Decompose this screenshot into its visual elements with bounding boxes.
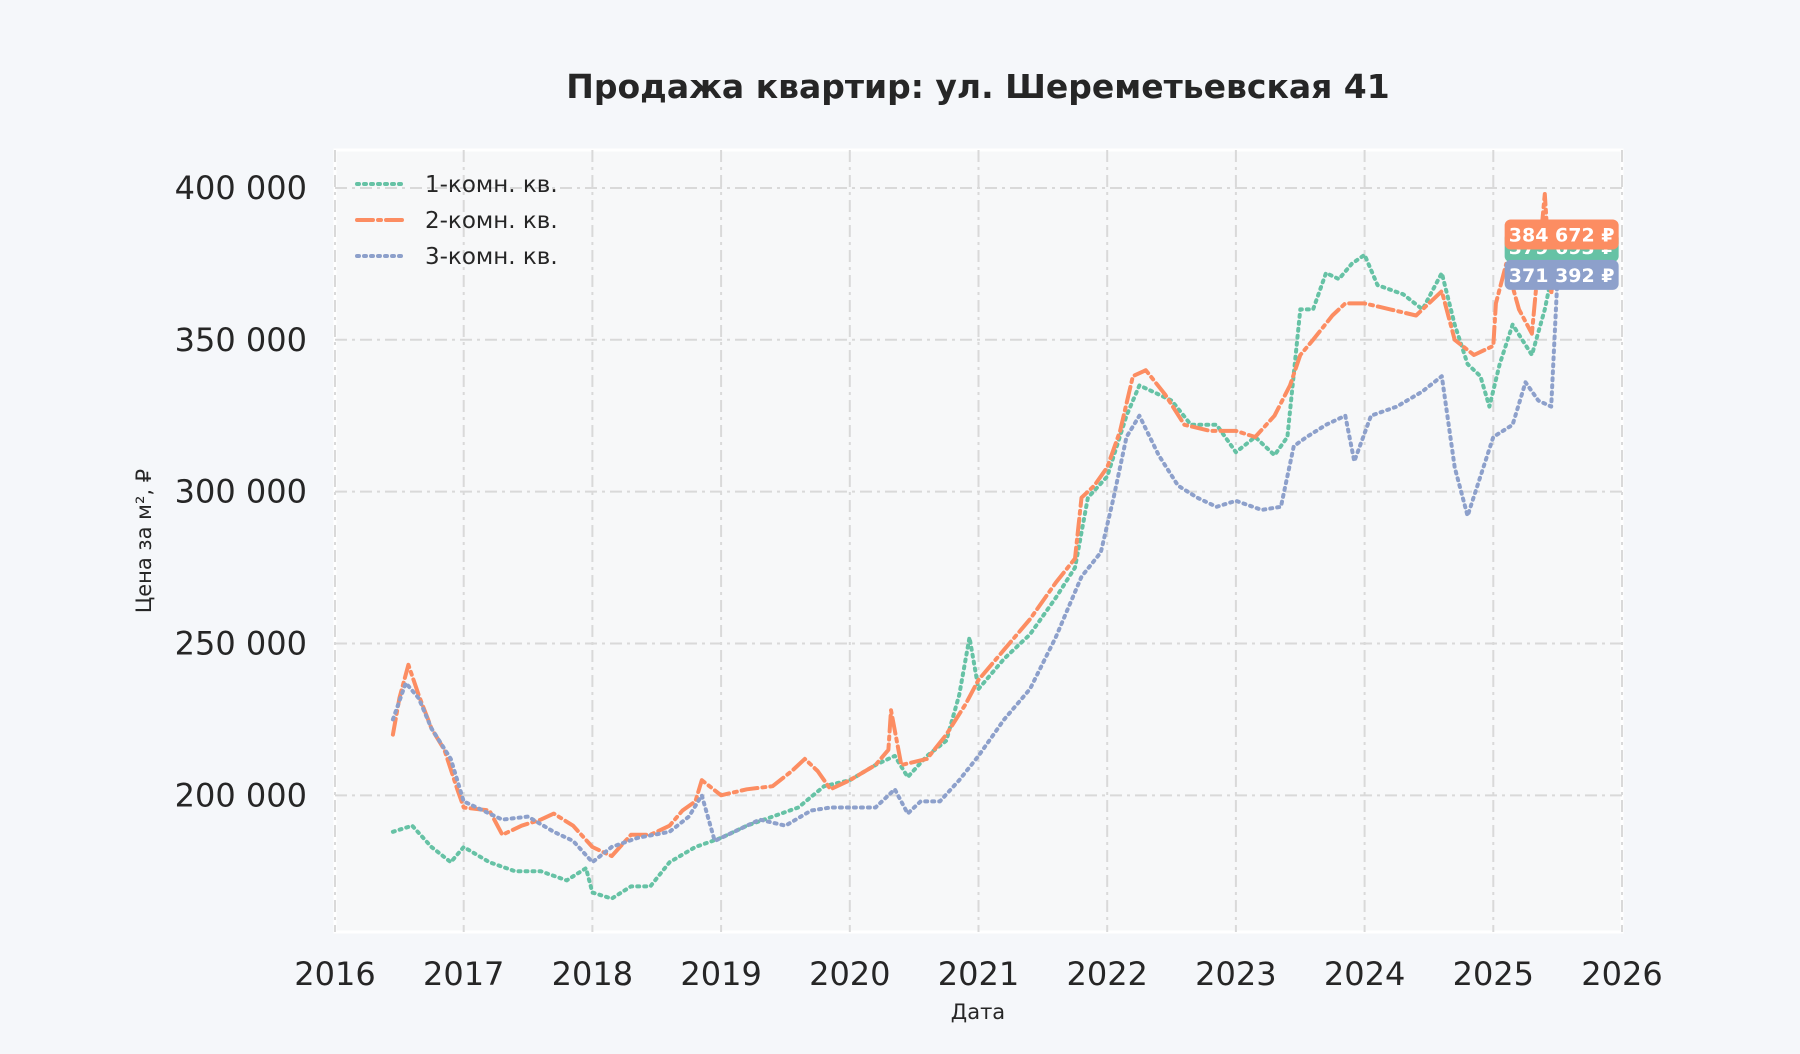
- series-line-3: [390, 272, 1560, 865]
- x-tick-label: 2022: [1066, 955, 1147, 993]
- chart-title: Продажа квартир: ул. Шереметьевская 41: [566, 67, 1389, 106]
- x-tick-label: 2019: [680, 955, 761, 993]
- x-tick-label: 2023: [1195, 955, 1276, 993]
- end-label-3: 371 392 ₽: [1504, 259, 1619, 290]
- y-tick-label: 300 000: [175, 473, 307, 511]
- x-tick-label: 2025: [1453, 955, 1534, 993]
- x-axis-label: Дата: [951, 1000, 1005, 1024]
- end-label-text: 371 392 ₽: [1509, 265, 1615, 287]
- x-tick-label: 2020: [809, 955, 890, 993]
- y-tick-label: 250 000: [175, 624, 307, 662]
- x-tick-label: 2021: [938, 955, 1019, 993]
- legend: 1-комн. кв. 2-комн. кв. 3-комн. кв.: [355, 172, 558, 270]
- series-line-2: [390, 192, 1560, 859]
- end-labels: 379 693 ₽371 392 ₽384 672 ₽: [1504, 219, 1619, 290]
- end-label-box: [1504, 259, 1619, 290]
- legend-label: 2-комн. кв.: [425, 208, 558, 234]
- series-group: [390, 192, 1560, 901]
- legend-label: 1-комн. кв.: [425, 172, 558, 198]
- x-tick-label: 2024: [1324, 955, 1405, 993]
- y-axis-label: Цена за м², ₽: [132, 469, 156, 613]
- y-tick-label: 350 000: [175, 321, 307, 359]
- x-axis-ticks: 2016 2017 2018 2019 2020 2021 2022 2023 2024 2025…: [294, 955, 1662, 993]
- y-axis-ticks: 200 000 250 000 300 000 350 000 400 000: [175, 169, 307, 814]
- x-tick-label: 2018: [552, 955, 633, 993]
- y-tick-label: 200 000: [175, 776, 307, 814]
- series-line-1: [390, 245, 1560, 901]
- end-label-text: 384 672 ₽: [1509, 225, 1615, 247]
- end-label-2: 384 672 ₽: [1504, 219, 1619, 250]
- x-tick-label: 2017: [423, 955, 504, 993]
- legend-label: 3-комн. кв.: [425, 244, 558, 270]
- grid: [334, 150, 1623, 932]
- x-tick-label: 2026: [1581, 955, 1662, 993]
- legend-item-1: 1-комн. кв.: [355, 172, 558, 198]
- end-label-box: [1504, 219, 1619, 250]
- legend-item-2: 2-комн. кв.: [355, 208, 558, 234]
- legend-item-3: 3-комн. кв.: [355, 244, 558, 270]
- y-tick-label: 400 000: [175, 169, 307, 207]
- x-tick-label: 2016: [294, 955, 375, 993]
